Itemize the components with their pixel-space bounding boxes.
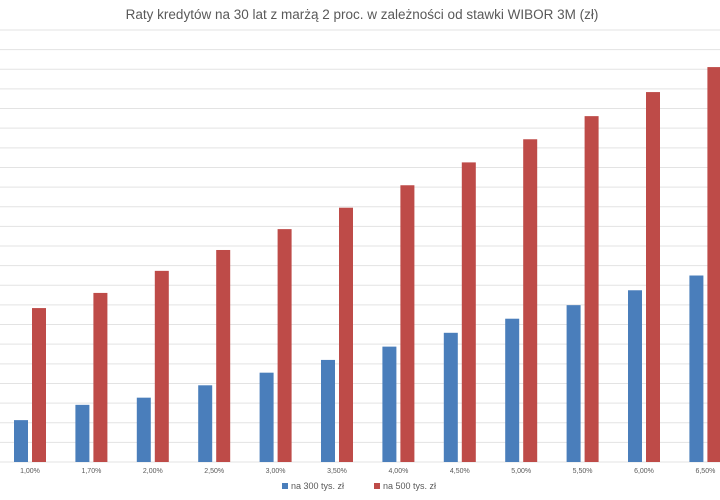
x-axis-tick-labels: 1,00% 1,70% 2,00% 2,50% 3,00% 3,50% 4,00% 4,50%…	[20, 468, 715, 475]
legend-label-500: na 500 tys. zł	[383, 481, 436, 491]
bar-300	[75, 404, 90, 462]
x-tick-label: 1,00%	[20, 468, 40, 475]
bar-500	[707, 67, 720, 462]
bar-300	[198, 385, 213, 462]
bar-300	[259, 372, 274, 462]
bar-500	[277, 229, 292, 462]
bar-500	[584, 116, 599, 462]
legend: na 300 tys. zł na 500 tys. zł	[282, 481, 436, 491]
bar-300	[136, 397, 151, 462]
x-tick-label: 5,50%	[573, 468, 593, 475]
x-tick-label: 3,00%	[266, 468, 286, 475]
bar-500	[523, 139, 538, 463]
x-tick-label: 2,00%	[143, 468, 163, 475]
bar-300	[14, 420, 28, 462]
x-tick-label: 6,50%	[695, 468, 715, 475]
bar-500	[32, 308, 46, 462]
bar-500	[646, 92, 660, 462]
gridlines	[0, 29, 720, 463]
x-tick-label: 1,70%	[81, 468, 101, 475]
bar-300	[566, 305, 581, 462]
legend-swatch-500	[374, 483, 380, 489]
legend-swatch-300	[282, 483, 288, 489]
bar-500	[339, 207, 353, 462]
bar-300	[382, 346, 397, 462]
bar-500	[154, 270, 169, 462]
x-tick-label: 6,00%	[634, 468, 654, 475]
bar-300	[321, 359, 335, 462]
x-tick-label: 5,00%	[511, 468, 531, 475]
bar-500	[216, 249, 231, 462]
x-tick-label: 4,50%	[450, 468, 470, 475]
bar-300	[443, 332, 458, 462]
bar-500	[400, 185, 415, 462]
bar-300	[689, 275, 704, 462]
chart-title: Raty kredytów na 30 lat z marżą 2 proc. …	[126, 7, 599, 22]
legend-label-300: na 300 tys. zł	[291, 481, 344, 491]
bar-300	[505, 318, 520, 462]
x-tick-label: 2,50%	[204, 468, 224, 475]
bar-300	[628, 290, 642, 462]
x-tick-label: 3,50%	[327, 468, 347, 475]
bar-500	[461, 162, 476, 462]
bars	[14, 67, 720, 463]
x-tick-label: 4,00%	[388, 468, 408, 475]
bar-500	[93, 292, 108, 462]
